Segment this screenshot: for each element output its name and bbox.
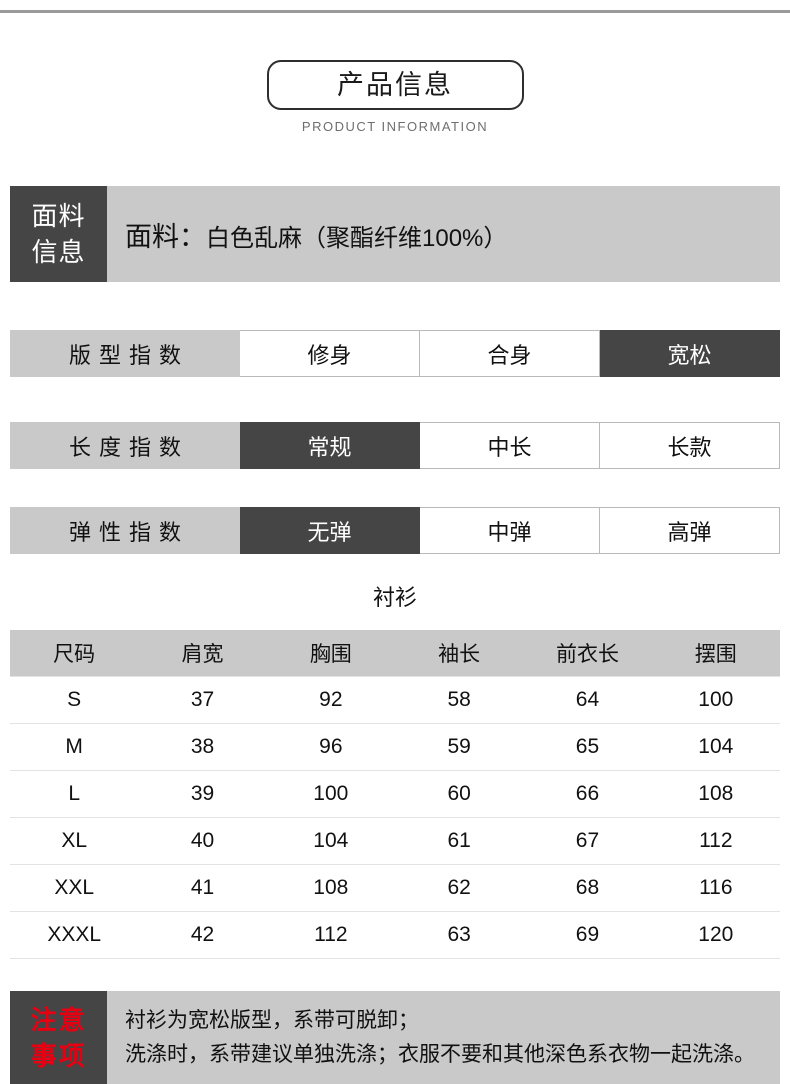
notice-line-1: 衬衫为宽松版型，系带可脱卸； — [125, 1008, 419, 1032]
fit-index-label: 版型指数 — [10, 330, 240, 377]
col-header-shoulder: 肩宽 — [181, 643, 224, 666]
cell-shoulder: 38 — [190, 735, 215, 758]
cell-sleeve: 60 — [447, 782, 471, 805]
table-row: XXL 41 108 62 68 116 — [10, 865, 780, 912]
fabric-info-section: 面料 信息 面料：白色乱麻（聚酯纤维100%） — [10, 186, 780, 282]
cell-front-length: 66 — [575, 782, 600, 805]
table-row: XL 40 104 61 67 112 — [10, 818, 780, 865]
table-row: S 37 92 58 64 100 — [10, 677, 780, 724]
notice-label-line1: 注意 — [30, 1004, 87, 1035]
table-row: M 38 96 59 65 104 — [10, 724, 780, 771]
size-table-title: 衬衫 — [372, 585, 417, 610]
cell-bust: 112 — [314, 923, 348, 946]
fabric-section-label: 面料 信息 — [10, 186, 107, 282]
page-subtitle: PRODUCT INFORMATION — [301, 119, 489, 134]
top-divider — [0, 10, 790, 13]
cell-hem: 120 — [698, 923, 734, 946]
length-index-row: 长度指数 常规 中长 长款 — [10, 422, 780, 469]
cell-bust: 108 — [313, 876, 349, 899]
table-row: XXXL 42 112 63 69 120 — [10, 912, 780, 959]
fit-index-row: 版型指数 修身 合身 宽松 — [10, 330, 780, 377]
cell-shoulder: 40 — [190, 829, 215, 852]
stretch-option-none: 无弹 — [240, 507, 420, 554]
size-table-header-row: 尺码 肩宽 胸围 袖长 前衣长 摆围 — [10, 630, 780, 677]
cell-sleeve: 63 — [447, 923, 471, 946]
notice-section: 注意 事项 衬衫为宽松版型，系带可脱卸； 洗涤时，系带建议单独洗涤；衣服不要和其… — [10, 991, 780, 1084]
cell-sleeve: 59 — [447, 735, 471, 758]
fabric-text-prefix: 面料： — [125, 221, 206, 252]
cell-front-length: 69 — [575, 923, 600, 946]
fabric-bar: 面料：白色乱麻（聚酯纤维100%） — [107, 186, 780, 282]
stretch-option-mid: 中弹 — [420, 507, 600, 554]
stretch-index-label: 弹性指数 — [10, 507, 240, 554]
cell-shoulder: 41 — [190, 876, 215, 899]
table-row: L 39 100 60 66 108 — [10, 771, 780, 818]
cell-hem: 116 — [699, 876, 733, 899]
cell-bust: 92 — [319, 688, 343, 711]
cell-hem: 100 — [698, 688, 734, 711]
page-header: 产品信息 PRODUCT INFORMATION — [0, 60, 790, 134]
cell-sleeve: 61 — [447, 829, 471, 852]
notice-section-label: 注意 事项 — [10, 991, 107, 1084]
cell-size: XL — [61, 829, 87, 852]
cell-front-length: 68 — [575, 876, 600, 899]
cell-bust: 96 — [319, 735, 343, 758]
col-header-hem: 摆围 — [694, 643, 737, 666]
page-title: 产品信息 — [266, 60, 524, 110]
cell-sleeve: 58 — [447, 688, 471, 711]
cell-size: M — [65, 735, 83, 758]
cell-shoulder: 37 — [190, 688, 215, 711]
fabric-text: 面料：白色乱麻（聚酯纤维100%） — [125, 215, 780, 254]
col-header-bust: 胸围 — [309, 643, 352, 666]
fabric-label-line2: 信息 — [31, 237, 86, 267]
notice-bar: 衬衫为宽松版型，系带可脱卸； 洗涤时，系带建议单独洗涤；衣服不要和其他深色系衣物… — [107, 991, 780, 1084]
cell-bust: 104 — [313, 829, 349, 852]
cell-shoulder: 39 — [190, 782, 215, 805]
fit-option-regular: 合身 — [420, 330, 600, 377]
cell-front-length: 64 — [575, 688, 600, 711]
col-header-sleeve: 袖长 — [438, 643, 481, 666]
length-option-long: 长款 — [600, 422, 780, 469]
cell-front-length: 67 — [575, 829, 600, 852]
size-table: 尺码 肩宽 胸围 袖长 前衣长 摆围 S 37 92 58 64 100 M 3… — [10, 630, 780, 959]
fabric-label-line1: 面料 — [31, 201, 86, 231]
col-header-size: 尺码 — [53, 643, 96, 666]
notice-label-line2: 事项 — [30, 1040, 87, 1071]
notice-line-2: 洗涤时，系带建议单独洗涤；衣服不要和其他深色系衣物一起洗涤。 — [125, 1042, 755, 1066]
stretch-index-row: 弹性指数 无弹 中弹 高弹 — [10, 507, 780, 554]
fabric-text-value: 白色乱麻（聚酯纤维100%） — [206, 224, 508, 252]
cell-bust: 100 — [313, 782, 349, 805]
cell-hem: 108 — [698, 782, 734, 805]
cell-hem: 104 — [698, 735, 734, 758]
length-option-regular: 常规 — [240, 422, 420, 469]
length-index-label: 长度指数 — [10, 422, 240, 469]
cell-hem: 112 — [699, 829, 733, 852]
col-header-front-length: 前衣长 — [555, 643, 619, 666]
cell-sleeve: 62 — [447, 876, 471, 899]
cell-shoulder: 42 — [190, 923, 215, 946]
fit-option-loose: 宽松 — [600, 330, 780, 377]
cell-size: S — [67, 688, 82, 711]
fit-option-slim: 修身 — [240, 330, 420, 377]
cell-front-length: 65 — [575, 735, 600, 758]
cell-size: XXXL — [47, 923, 102, 946]
stretch-option-high: 高弹 — [600, 507, 780, 554]
cell-size: XXL — [54, 876, 95, 899]
cell-size: L — [68, 782, 80, 805]
length-option-mid: 中长 — [420, 422, 600, 469]
